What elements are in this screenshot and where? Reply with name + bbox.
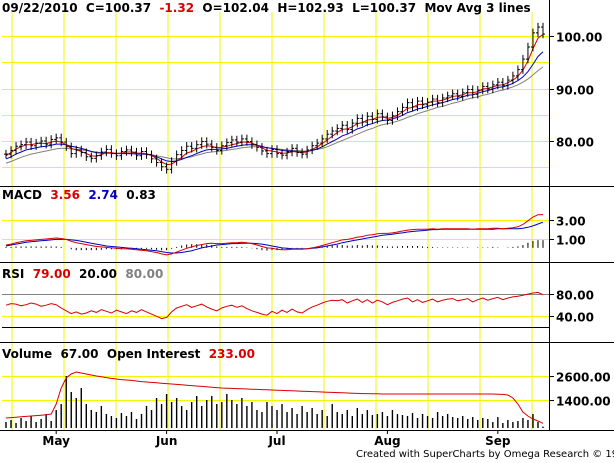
volume-value: 67.00	[60, 347, 99, 361]
header-low: L=100.37	[352, 1, 417, 15]
header-study: Mov Avg 3 lines	[424, 1, 531, 15]
volume-tick-label-0: 2600.00	[556, 371, 611, 385]
rsi-low-level: 20.00	[79, 267, 118, 281]
rsi-label: RSI	[2, 267, 25, 281]
rsi-tick-label-0: 80.00	[556, 289, 594, 303]
x-label-jul: Jul	[267, 434, 285, 448]
macd-tick-label-1: 1.00	[556, 234, 586, 248]
volume-tick-label-1: 1400.00	[556, 395, 611, 409]
open-interest-line	[5, 371, 544, 424]
rsi-high-level: 80.00	[125, 267, 164, 281]
macd-tick-label-0: 3.00	[556, 215, 586, 229]
macd-header: MACD 3.56 2.74 0.83	[2, 188, 156, 202]
x-label-sep: Sep	[485, 434, 511, 448]
oi-value: 233.00	[208, 347, 256, 361]
header-high: H=102.93	[277, 1, 344, 15]
rsi-header: RSI 79.00 20.00 80.00	[2, 267, 163, 281]
macd-hist-value: 0.83	[126, 188, 156, 202]
header-date: 09/22/2010	[2, 1, 78, 15]
volume-label: Volume	[2, 347, 53, 361]
rsi-tick-label-1: 40.00	[556, 311, 594, 325]
price-tick-label-1: 90.00	[556, 84, 594, 98]
ma-fast-line	[5, 33, 544, 166]
macd-value: 3.56	[50, 188, 80, 202]
rsi-line	[5, 291, 544, 320]
header-close: C=100.37	[85, 1, 152, 15]
credit-text: Created with SuperCharts by Omega Resear…	[356, 449, 614, 460]
macd-label: MACD	[2, 188, 42, 202]
rsi-value: 79.00	[32, 267, 71, 281]
macd-line	[5, 214, 544, 256]
price-tick-label-2: 80.00	[556, 136, 594, 150]
x-label-aug: Aug	[374, 434, 400, 448]
oi-label: Open Interest	[106, 347, 201, 361]
macd-signal-value: 2.74	[88, 188, 118, 202]
volume-header: Volume 67.00 Open Interest 233.00	[2, 347, 255, 361]
x-label-may: May	[42, 434, 70, 448]
header-change: -1.32	[159, 1, 195, 15]
price-header: 09/22/2010 C=100.37 -1.32 O=102.04 H=102…	[2, 1, 531, 15]
header-open: O=102.04	[202, 1, 269, 15]
price-tick-label-0: 100.00	[556, 31, 602, 45]
ma-mid-line	[5, 51, 544, 163]
x-label-jun: Jun	[155, 434, 178, 448]
